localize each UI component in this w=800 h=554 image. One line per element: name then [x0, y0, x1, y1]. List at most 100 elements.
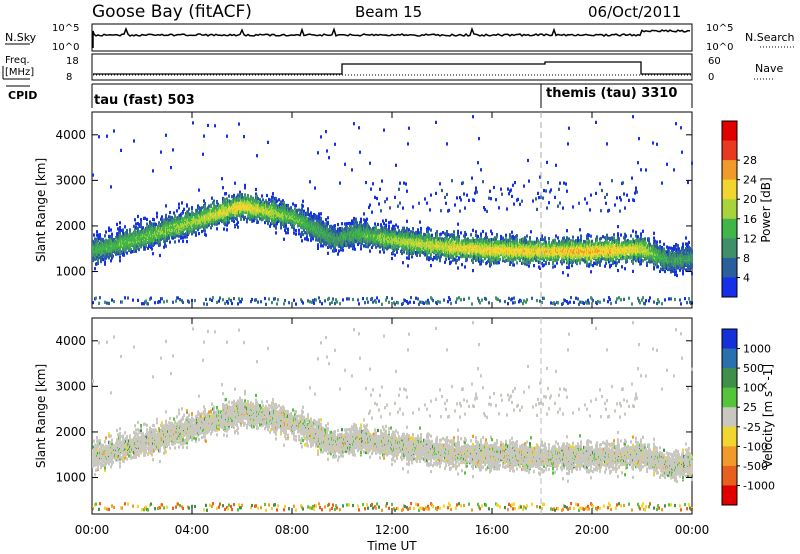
power-cell	[364, 301, 366, 305]
power-cell	[226, 197, 228, 201]
power-cell	[395, 223, 397, 227]
nsky-label: N.Sky	[5, 31, 37, 44]
power-cell	[293, 231, 295, 235]
power-cell	[274, 297, 276, 301]
power-cell	[144, 216, 146, 220]
power-cell	[283, 302, 285, 306]
power-cell	[108, 228, 110, 233]
power-cell	[267, 222, 269, 226]
power-cell	[357, 298, 359, 302]
power-cell	[354, 247, 356, 251]
power-cell	[424, 197, 426, 201]
power-cell	[93, 233, 95, 237]
power-cell	[264, 296, 266, 301]
power-cell	[468, 198, 470, 202]
power-cell	[412, 227, 414, 231]
power-cell	[366, 297, 368, 301]
power-cell	[379, 245, 381, 249]
power-heatmap	[92, 115, 693, 306]
power-cell	[428, 233, 430, 237]
power-cell	[454, 203, 456, 207]
power-cell	[317, 245, 319, 249]
power-cell	[204, 229, 206, 233]
power-cell	[363, 244, 365, 248]
power-cell	[426, 233, 428, 237]
power-cell	[126, 228, 128, 233]
power-cell	[140, 222, 142, 226]
power-cell	[360, 244, 362, 248]
power-cell	[369, 203, 371, 207]
power-cell	[268, 297, 270, 301]
power-cell	[219, 296, 221, 300]
power-cell	[453, 233, 455, 237]
power-cell	[407, 142, 409, 146]
power-cell	[365, 180, 367, 185]
power-cell	[372, 243, 374, 247]
power-cell	[214, 124, 216, 128]
power-cell	[159, 300, 161, 304]
power-cell	[154, 301, 156, 305]
power-cell	[233, 216, 235, 220]
power-cell	[430, 264, 432, 268]
power-cell	[428, 301, 430, 305]
power-cell	[202, 152, 204, 156]
power-cell	[169, 210, 171, 215]
power-cell	[354, 221, 356, 225]
power-cell	[443, 298, 445, 302]
power-cell	[358, 126, 360, 130]
power-cell	[358, 302, 360, 306]
power-cell	[255, 298, 257, 302]
power-cell	[295, 229, 297, 233]
power-cell	[165, 204, 167, 208]
noise-tick-right-top: 10^5	[706, 23, 733, 34]
power-cell	[155, 223, 157, 227]
power-cell	[341, 222, 343, 226]
power-cell	[211, 196, 213, 200]
power-cell	[215, 204, 217, 208]
power-cell	[319, 300, 321, 304]
power-cell	[287, 231, 289, 235]
power-cell	[339, 302, 341, 306]
power-cell	[201, 229, 203, 234]
power-cell	[138, 248, 140, 252]
power-cell	[334, 246, 336, 250]
power-cell	[307, 207, 309, 211]
power-cell	[453, 230, 455, 234]
freq-label-line1: Freq.	[5, 55, 30, 66]
power-cell	[100, 257, 102, 261]
power-cell	[97, 258, 99, 262]
power-cell	[309, 180, 311, 184]
power-cell	[328, 156, 330, 160]
power-cell	[378, 299, 380, 303]
power-cell	[347, 226, 349, 231]
power-cell	[348, 221, 350, 226]
power-cell	[375, 225, 377, 229]
power-cell	[367, 300, 369, 304]
power-cell	[130, 232, 132, 236]
power-cell	[182, 210, 184, 214]
power-cell	[388, 221, 390, 225]
power-cell	[372, 300, 374, 304]
power-cell	[106, 134, 108, 138]
power-cell	[119, 248, 121, 252]
power-cell	[174, 240, 176, 244]
power-cell	[312, 237, 314, 241]
power-cell	[441, 188, 443, 193]
power-cell	[380, 223, 382, 227]
power-cell	[268, 201, 270, 205]
power-cell	[97, 260, 99, 264]
power-cell	[177, 296, 179, 300]
power-cell	[208, 204, 210, 208]
power-cell	[240, 300, 242, 304]
power-cell	[226, 223, 228, 227]
power-cell	[454, 258, 456, 262]
power-cell	[243, 217, 245, 221]
power-cell	[381, 179, 383, 183]
power-cell	[237, 220, 239, 224]
power-cell	[161, 297, 163, 301]
power-cell	[402, 301, 404, 306]
power-cell	[331, 300, 333, 304]
power-cell	[179, 298, 181, 302]
power-cell	[336, 300, 338, 304]
power-cell	[163, 218, 165, 222]
